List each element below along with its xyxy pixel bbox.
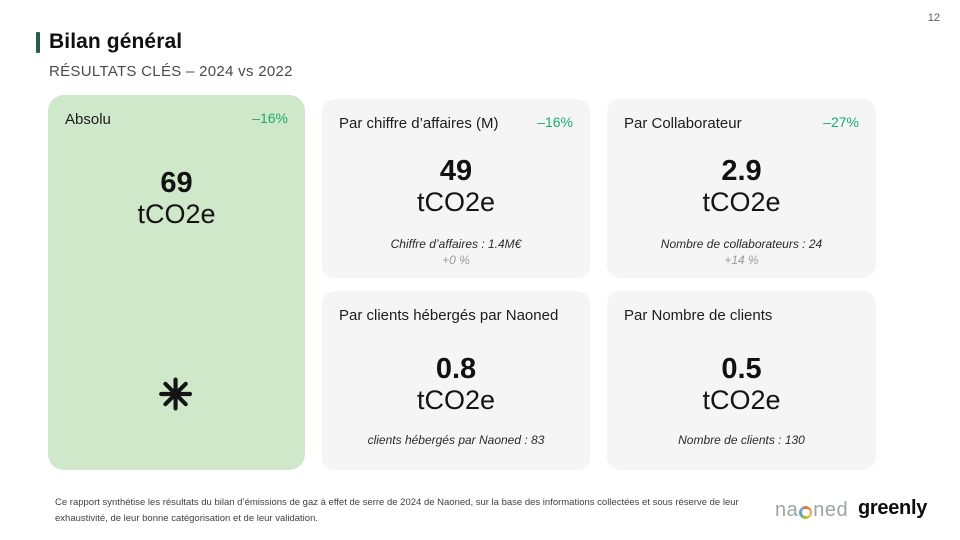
card-unit: tCO2e [137, 199, 216, 229]
card-label: Par Collaborateur [624, 115, 742, 132]
card-detail-text: Chiffre d’affaires : 1.4M€ [390, 237, 522, 251]
kpi-card-nombre-clients: Par Nombre de clients 0.5 tCO2e Nombre d… [607, 291, 876, 470]
card-label: Absolu [65, 111, 111, 128]
naoned-logo-text-prefix: na [775, 499, 799, 521]
card-label: Par clients hébergés par Naoned [339, 307, 559, 324]
card-value-block: 2.9 tCO2e [607, 155, 876, 218]
card-unit: tCO2e [702, 385, 781, 415]
naoned-logo-ring-icon [799, 506, 813, 519]
card-header: Par clients hébergés par Naoned [322, 291, 590, 326]
card-label: Par Nombre de clients [624, 307, 773, 324]
card-value-block: 0.5 tCO2e [607, 353, 876, 416]
card-header: Par Collaborateur –27% [607, 99, 876, 134]
title-accent-bar [36, 31, 40, 53]
card-value-block: 69 tCO2e [48, 167, 305, 230]
card-value: 0.5 [721, 353, 762, 385]
naoned-logo-text-suffix: ned [813, 499, 849, 521]
card-value: 0.8 [435, 353, 477, 385]
title-row: Bilan général [36, 30, 182, 54]
card-value: 2.9 [721, 155, 762, 187]
footer-disclaimer: Ce rapport synthétise les résultats du b… [55, 497, 739, 524]
card-header: Par chiffre d’affaires (M) –16% [322, 99, 590, 134]
card-detail-text: Nombre de collaborateurs : 24 [660, 237, 823, 251]
greenly-logo: greenly [858, 497, 928, 519]
page-number: 12 [927, 12, 940, 24]
kpi-card-chiffre-affaires: Par chiffre d’affaires (M) –16% 49 tCO2e… [322, 99, 590, 278]
card-label: Par chiffre d’affaires (M) [339, 115, 499, 132]
card-detail: Nombre de clients : 130 [607, 432, 876, 448]
card-detail: Chiffre d’affaires : 1.4M€ +0 % [322, 236, 590, 268]
card-unit: tCO2e [416, 385, 496, 415]
card-delta-badge: –16% [537, 114, 573, 130]
kpi-card-collaborateur: Par Collaborateur –27% 2.9 tCO2e Nombre … [607, 99, 876, 278]
card-value-block: 0.8 tCO2e [322, 353, 590, 416]
page-subtitle: RÉSULTATS CLÉS – 2024 vs 2022 [49, 63, 293, 80]
card-detail-text: clients hébergés par Naoned : 83 [367, 433, 545, 447]
kpi-card-absolu: Absolu –16% 69 tCO2e [48, 95, 305, 470]
asterisk-icon [158, 377, 192, 411]
card-detail-text: Nombre de clients : 130 [678, 433, 805, 447]
card-detail: Nombre de collaborateurs : 24 +14 % [607, 236, 876, 268]
card-detail-delta: +14 % [724, 253, 759, 267]
naoned-logo: na ned [775, 499, 848, 522]
card-header: Absolu –16% [48, 95, 305, 130]
card-value: 69 [160, 167, 193, 199]
card-delta-badge: –27% [823, 114, 859, 130]
card-value: 49 [439, 155, 473, 187]
card-unit: tCO2e [702, 187, 781, 217]
card-detail: clients hébergés par Naoned : 83 [322, 432, 590, 448]
card-unit: tCO2e [416, 187, 496, 217]
card-header: Par Nombre de clients [607, 291, 876, 326]
kpi-card-clients-heberges: Par clients hébergés par Naoned 0.8 tCO2… [322, 291, 590, 470]
card-delta-badge: –16% [252, 110, 288, 126]
card-detail-delta: +0 % [442, 253, 470, 267]
card-value-block: 49 tCO2e [322, 155, 590, 218]
page-title: Bilan général [49, 30, 183, 53]
